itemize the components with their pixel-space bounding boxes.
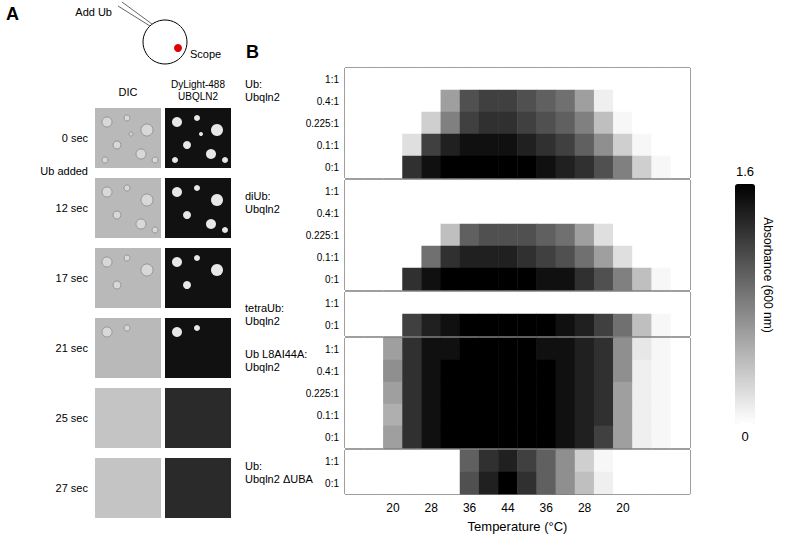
svg-text:25 sec: 25 sec [56,412,89,424]
svg-text:Temperature (°C): Temperature (°C) [468,519,568,534]
svg-text:1:1: 1:1 [325,456,339,467]
svg-text:0.4:1: 0.4:1 [317,208,340,219]
svg-text:1:1: 1:1 [325,186,339,197]
svg-text:0: 0 [741,429,748,444]
svg-text:20: 20 [386,501,400,515]
svg-text:0.1:1: 0.1:1 [317,410,340,421]
svg-text:28: 28 [578,501,592,515]
svg-text:27 sec: 27 sec [56,482,89,494]
svg-text:1:1: 1:1 [325,298,339,309]
svg-text:36: 36 [463,501,477,515]
svg-text:0 sec: 0 sec [62,132,89,144]
svg-text:DIC: DIC [119,86,138,98]
svg-text:1.6: 1.6 [736,164,754,179]
svg-text:Ub L8AI44A:: Ub L8AI44A: [245,348,307,360]
svg-text:Ub:: Ub: [245,78,262,90]
svg-text:Scope: Scope [190,48,221,60]
svg-text:0:1: 0:1 [325,274,339,285]
svg-text:B: B [246,42,259,62]
svg-text:tetraUb:: tetraUb: [245,302,284,314]
svg-text:1:1: 1:1 [325,344,339,355]
svg-text:Ubqln2: Ubqln2 [245,203,280,215]
svg-text:Ubqln2: Ubqln2 [245,361,280,373]
svg-text:Ubqln2 ΔUBA: Ubqln2 ΔUBA [245,473,314,485]
svg-text:0:1: 0:1 [325,162,339,173]
svg-text:0.225:1: 0.225:1 [306,230,340,241]
svg-text:17 sec: 17 sec [56,272,89,284]
svg-text:0.225:1: 0.225:1 [306,388,340,399]
svg-text:20: 20 [616,501,630,515]
svg-text:21 sec: 21 sec [56,342,89,354]
svg-text:0:1: 0:1 [325,478,339,489]
svg-text:Add Ub: Add Ub [75,6,112,18]
svg-text:diUb:: diUb: [245,190,271,202]
svg-text:Absorbance (600 nm): Absorbance (600 nm) [761,217,775,332]
svg-text:12 sec: 12 sec [56,202,89,214]
svg-text:0.1:1: 0.1:1 [317,140,340,151]
svg-text:0.4:1: 0.4:1 [317,96,340,107]
svg-text:UBQLN2: UBQLN2 [178,91,218,102]
svg-text:A: A [6,4,19,24]
svg-text:Ub:: Ub: [245,460,262,472]
svg-text:DyLight-488: DyLight-488 [171,79,225,90]
svg-text:28: 28 [425,501,439,515]
svg-text:36: 36 [540,501,554,515]
svg-text:44: 44 [501,501,515,515]
svg-text:0.1:1: 0.1:1 [317,252,340,263]
svg-text:1:1: 1:1 [325,74,339,85]
svg-text:Ubqln2: Ubqln2 [245,91,280,103]
svg-text:0.4:1: 0.4:1 [317,366,340,377]
svg-text:0:1: 0:1 [325,432,339,443]
svg-text:Ub added: Ub added [40,165,88,177]
svg-text:0.225:1: 0.225:1 [306,118,340,129]
svg-text:0:1: 0:1 [325,320,339,331]
svg-text:Ubqln2: Ubqln2 [245,315,280,327]
